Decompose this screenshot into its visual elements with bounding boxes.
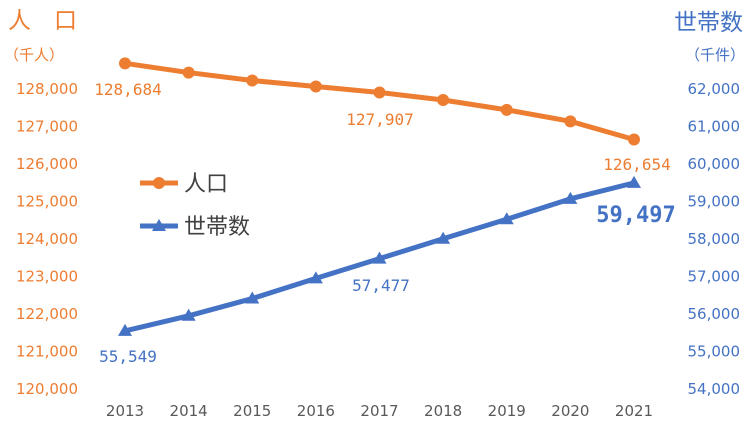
legend-label: 人口 — [184, 172, 228, 197]
legend-label: 世帯数 — [184, 215, 250, 240]
data-point-marker — [564, 115, 577, 128]
x-axis-tick: 2018 — [424, 402, 462, 420]
right-axis-tick: 57,000 — [688, 268, 741, 286]
left-axis-tick: 121,000 — [16, 343, 78, 361]
data-point-marker — [563, 191, 578, 204]
left-axis-tick: 124,000 — [16, 230, 78, 248]
x-axis-tick: 2016 — [297, 402, 335, 420]
legend-marker — [152, 219, 166, 231]
x-axis-tick: 2019 — [488, 402, 526, 420]
data-point-marker — [373, 86, 386, 99]
data-point-marker — [437, 93, 450, 106]
data-point-marker — [308, 271, 323, 284]
right-axis-title: 世帯数 — [674, 10, 743, 36]
data-point-marker — [436, 231, 451, 244]
data-label: 55,549 — [99, 347, 157, 366]
data-label: 57,477 — [352, 276, 410, 295]
data-point-marker — [119, 57, 131, 70]
left-axis-tick: 122,000 — [16, 305, 78, 323]
left-axis-tick: 126,000 — [16, 155, 78, 173]
data-point-marker — [499, 212, 514, 225]
right-axis-tick: 62,000 — [688, 80, 741, 98]
data-point-marker — [118, 323, 132, 336]
data-point-marker — [627, 175, 641, 188]
data-point-marker — [309, 80, 322, 93]
left-axis-tick: 125,000 — [16, 193, 78, 211]
data-point-marker — [628, 133, 640, 146]
left-axis-unit: （千人） — [4, 46, 64, 64]
data-point-marker — [182, 66, 195, 79]
data-point-marker — [245, 291, 260, 304]
data-label: 128,684 — [94, 80, 161, 99]
x-axis-tick: 2017 — [360, 402, 398, 420]
data-point-marker — [500, 103, 513, 116]
left-axis-title: 人 口 — [8, 8, 77, 34]
right-axis-tick: 56,000 — [688, 305, 741, 323]
legend-marker — [153, 177, 165, 189]
right-axis-tick: 59,000 — [688, 193, 741, 211]
right-axis-tick: 58,000 — [688, 230, 741, 248]
left-axis-tick: 123,000 — [16, 268, 78, 286]
right-axis-unit: （千件） — [685, 46, 745, 64]
right-axis-tick: 60,000 — [688, 155, 741, 173]
left-axis-tick: 128,000 — [16, 80, 78, 98]
data-point-marker — [372, 251, 387, 264]
x-axis-tick: 2014 — [170, 402, 208, 420]
data-label: 59,497 — [596, 203, 675, 228]
data-label: 126,654 — [603, 155, 670, 174]
right-axis-tick: 55,000 — [688, 343, 741, 361]
x-axis-tick: 2020 — [551, 402, 589, 420]
data-point-marker — [181, 308, 196, 321]
left-axis-tick: 120,000 — [16, 380, 78, 398]
x-axis-tick: 2013 — [106, 402, 144, 420]
x-axis-tick: 2021 — [615, 402, 653, 420]
data-label: 127,907 — [346, 110, 413, 129]
data-point-marker — [246, 74, 259, 87]
x-axis-tick: 2015 — [233, 402, 271, 420]
right-axis-tick: 54,000 — [688, 380, 741, 398]
right-axis-tick: 61,000 — [688, 118, 741, 136]
left-axis-tick: 127,000 — [16, 118, 78, 136]
